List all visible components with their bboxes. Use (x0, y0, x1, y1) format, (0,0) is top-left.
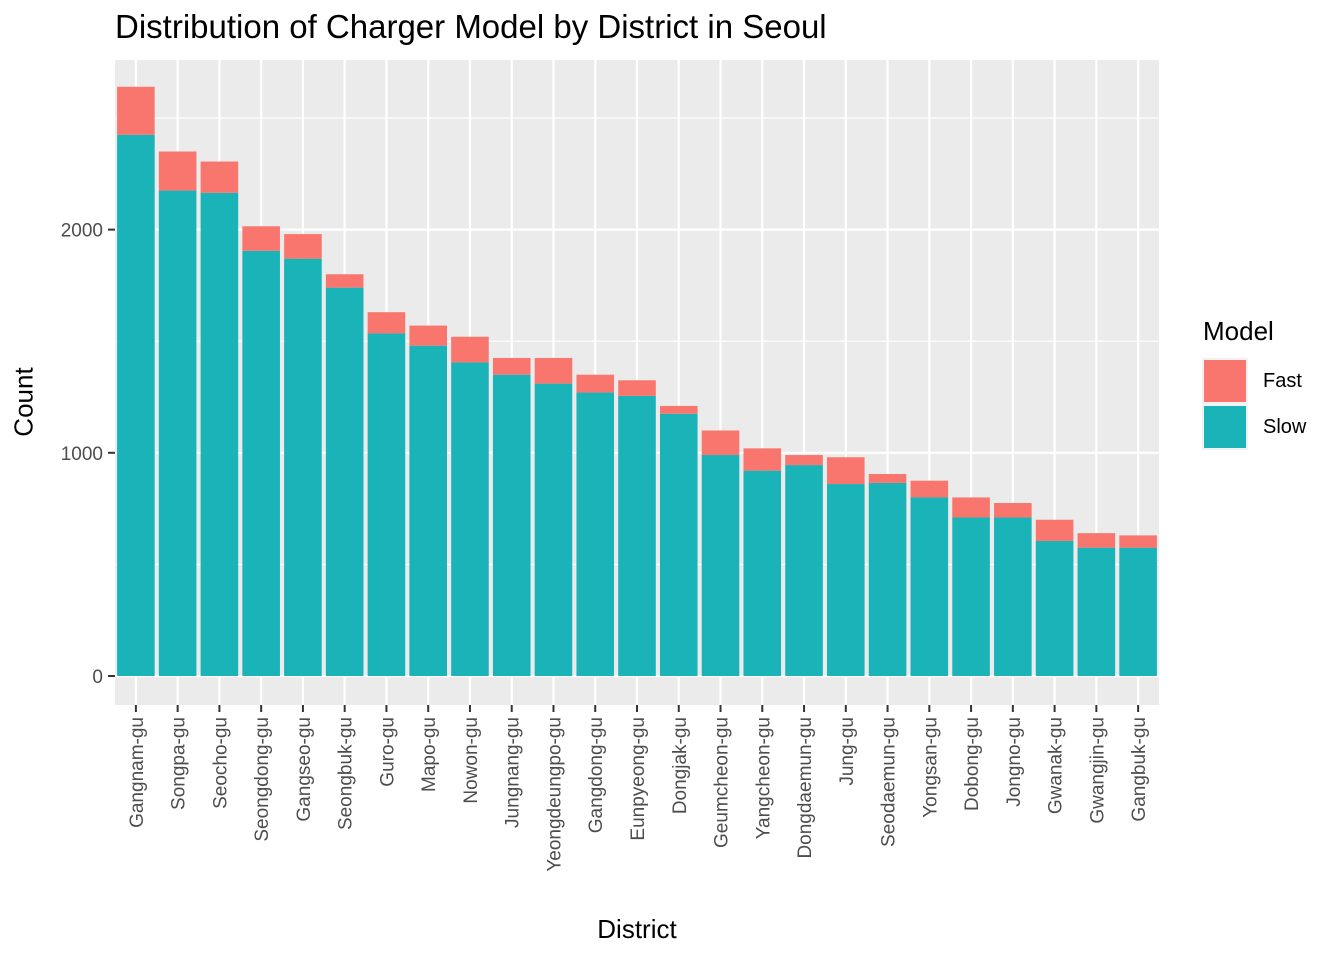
bar-fast-Dongjak-gu (659, 405, 698, 414)
bar-slow-Eunpyeong-gu (618, 395, 656, 676)
x-tick-label: Gangbuk-gu (1129, 717, 1150, 822)
bar-fast-Seongbuk-gu (325, 274, 364, 288)
bar-fast-Yongsan-gu (910, 480, 949, 498)
bar-slow-Seongbuk-gu (325, 287, 364, 676)
x-tick-label: Jungnang-gu (503, 717, 524, 828)
x-tick-label: Dobong-gu (962, 717, 983, 811)
bars (117, 86, 1157, 676)
legend-title: Model (1203, 316, 1274, 346)
bar-slow-Yeongdeungpo-gu (534, 383, 573, 676)
bar-slow-Gangseo-gu (284, 258, 322, 676)
bar-fast-Seodaemun-gu (868, 474, 907, 483)
bar-slow-Jongno-gu (994, 517, 1032, 676)
bar-slow-Dobong-gu (952, 517, 990, 676)
bar-slow-Geumcheon-gu (701, 455, 740, 676)
bar-slow-Gangbuk-gu (1119, 547, 1157, 676)
bar-slow-Yangcheon-gu (743, 470, 782, 676)
x-tick-label: Gangdong-gu (586, 717, 607, 833)
y-tick-label: 1000 (61, 444, 103, 465)
bar-fast-Songpa-gu (158, 151, 197, 191)
x-tick-label: Nowon-gu (461, 717, 482, 804)
legend-swatch-fast (1204, 360, 1246, 402)
x-tick-label: Jongno-gu (1004, 717, 1025, 807)
x-tick-label: Yangcheon-gu (753, 717, 774, 839)
x-tick-label: Geumcheon-gu (712, 717, 733, 848)
y-axis-title: Count (6, 367, 42, 436)
legend-key-fast (1202, 358, 1248, 404)
legend-label-fast: Fast (1263, 370, 1302, 392)
bar-fast-Gangbuk-gu (1119, 535, 1157, 548)
x-tick-label: Gwanak-gu (1046, 717, 1067, 814)
x-axis: Gangnam-gu Songpa-gu Seocho-gu Seongdong-gu… (127, 705, 1150, 872)
bar-fast-Gangseo-gu (284, 234, 322, 259)
x-tick-label: Songpa-gu (169, 717, 190, 810)
chart-title: Distribution of Charger Model by Distric… (115, 8, 827, 45)
bar-fast-Gwangjin-gu (1077, 533, 1116, 548)
y-tick-label: 0 (92, 667, 103, 688)
bar-slow-Mapo-gu (409, 345, 447, 676)
bar-slow-Guro-gu (367, 333, 406, 676)
y-tick-label: 2000 (61, 221, 103, 242)
y-axis: 0 1000 2000 (61, 221, 115, 688)
bar-slow-Jung-gu (827, 484, 865, 676)
bar-slow-Jungnang-gu (492, 374, 531, 676)
bar-fast-Gangdong-gu (576, 374, 615, 393)
bar-slow-Seodaemun-gu (868, 482, 907, 676)
x-tick-label: Guro-gu (377, 717, 398, 787)
legend-swatch-slow (1204, 406, 1246, 448)
x-tick-label: Eunpyeong-gu (628, 717, 649, 841)
bar-slow-Seongdong-gu (242, 250, 280, 676)
legend-key-slow (1202, 404, 1248, 450)
x-tick-label: Gangnam-gu (127, 717, 148, 828)
x-axis-title: District (597, 914, 677, 944)
bar-slow-Songpa-gu (158, 190, 197, 676)
bar-fast-Guro-gu (367, 312, 406, 334)
bar-slow-Seocho-gu (200, 192, 239, 676)
bar-fast-Dongdaemun-gu (785, 455, 823, 466)
x-tick-label: Yongsan-gu (920, 717, 941, 818)
x-tick-label: Dongjak-gu (670, 717, 691, 814)
bar-fast-Dobong-gu (952, 497, 990, 518)
legend-label-slow: Slow (1263, 416, 1307, 438)
bar-fast-Seongdong-gu (242, 226, 280, 251)
bar-fast-Eunpyeong-gu (618, 380, 656, 396)
x-tick-label: Dongdaemun-gu (795, 717, 816, 859)
bar-fast-Yeongdeungpo-gu (534, 357, 573, 384)
bar-slow-Dongjak-gu (659, 413, 698, 676)
bar-slow-Gangnam-gu (117, 134, 155, 676)
x-tick-label: Yeongdeungpo-gu (544, 717, 565, 872)
bar-fast-Gangnam-gu (117, 86, 155, 135)
x-tick-label: Seongbuk-gu (336, 717, 357, 830)
bar-fast-Yangcheon-gu (743, 448, 782, 471)
x-tick-label: Seongdong-gu (252, 717, 273, 842)
bar-fast-Jongno-gu (994, 503, 1032, 518)
x-tick-label: Seodaemun-gu (879, 717, 900, 847)
bar-fast-Geumcheon-gu (701, 430, 740, 456)
bar-fast-Jungnang-gu (492, 357, 531, 375)
x-tick-label: Jung-gu (837, 717, 858, 786)
bar-slow-Gangdong-gu (576, 392, 615, 676)
x-tick-label: Mapo-gu (419, 717, 440, 792)
bar-slow-Gwangjin-gu (1077, 547, 1116, 676)
bar-fast-Nowon-gu (451, 336, 489, 363)
bar-fast-Mapo-gu (409, 325, 447, 346)
bar-fast-Seocho-gu (200, 161, 239, 193)
y-axis-title-text: Count (8, 367, 39, 437)
bar-slow-Yongsan-gu (910, 497, 949, 676)
bar-slow-Nowon-gu (451, 362, 489, 676)
x-tick-label: Gwangjin-gu (1087, 717, 1108, 824)
bar-slow-Dongdaemun-gu (785, 465, 823, 676)
x-tick-label: Gangseo-gu (294, 717, 315, 822)
x-tick-label: Seocho-gu (210, 717, 231, 809)
bar-fast-Jung-gu (827, 457, 865, 485)
bar-fast-Gwanak-gu (1035, 519, 1074, 541)
bar-slow-Gwanak-gu (1035, 540, 1074, 676)
